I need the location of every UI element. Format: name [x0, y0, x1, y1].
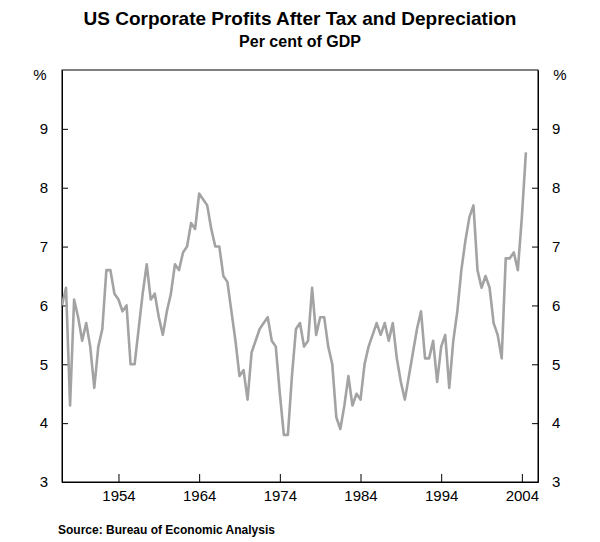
- axis-line: [63, 482, 539, 483]
- y-unit-right: %: [553, 66, 566, 83]
- tick: 5: [40, 356, 68, 373]
- tick-label: 8: [552, 179, 560, 196]
- tick: 9: [40, 120, 68, 137]
- tick: 1954: [102, 474, 135, 504]
- tick-label: 1984: [344, 487, 377, 504]
- tick-label: 9: [40, 120, 48, 137]
- tick: 7: [40, 238, 68, 255]
- tick-mark: [199, 474, 200, 482]
- tick-mark: [62, 364, 68, 365]
- x-axis: 1954 1964 1974 1984 1994 2004: [63, 474, 540, 504]
- tick: 1984: [344, 474, 377, 504]
- y-axis-right: 3 4 5 6 7 8 9: [532, 71, 560, 491]
- series-group: [62, 152, 526, 435]
- tick-mark: [280, 474, 281, 482]
- tick-label: 5: [40, 356, 48, 373]
- tick-label: 3: [40, 473, 48, 490]
- subtitle: Per cent of GDP: [239, 33, 361, 50]
- tick-label: 5: [552, 356, 560, 373]
- tick-mark: [532, 188, 538, 189]
- tick-label: 9: [552, 120, 560, 137]
- tick-label: 7: [552, 238, 560, 255]
- tick: 5: [532, 356, 560, 373]
- tick-label: 1954: [102, 487, 135, 504]
- tick-mark: [532, 129, 538, 130]
- y-axis-left: 3 4 5 6 7 8 9: [40, 71, 68, 491]
- tick-mark: [532, 364, 538, 365]
- tick-label: 2004: [506, 487, 539, 504]
- tick-mark: [62, 247, 68, 248]
- tick-label: 4: [552, 414, 560, 431]
- tick-mark: [532, 423, 538, 424]
- title: US Corporate Profits After Tax and Depre…: [84, 8, 517, 29]
- plot-frame: [62, 70, 538, 482]
- axis-line: [538, 71, 539, 483]
- source: Source: Bureau of Economic Analysis: [58, 523, 275, 537]
- tick: 8: [40, 179, 68, 196]
- axis-line: [62, 71, 63, 483]
- tick: 4: [532, 414, 560, 431]
- tick: 3: [40, 473, 68, 490]
- tick-mark: [532, 247, 538, 248]
- tick: 8: [532, 179, 560, 196]
- tick-mark: [522, 474, 523, 482]
- plot: 3 4 5 6 7 8 9 3 4 5 6 7 8 9 1954 1964 1974 1984 1994 2004%%: [33, 66, 566, 504]
- chart: US Corporate Profits After Tax and Depre…: [0, 0, 600, 542]
- tick: 4: [40, 414, 68, 431]
- tick-label: 8: [40, 179, 48, 196]
- tick-label: 1974: [264, 487, 297, 504]
- tick: 2004: [506, 474, 539, 504]
- tick-mark: [361, 474, 362, 482]
- tick-mark: [532, 305, 538, 306]
- tick-label: 3: [552, 473, 560, 490]
- tick-mark: [62, 188, 68, 189]
- tick-label: 1964: [183, 487, 216, 504]
- tick: 1994: [425, 474, 458, 504]
- tick-label: 6: [552, 297, 560, 314]
- tick: 6: [532, 297, 560, 314]
- tick: 1964: [183, 474, 216, 504]
- tick-mark: [118, 474, 119, 482]
- tick-label: 6: [40, 297, 48, 314]
- tick: 1974: [264, 474, 297, 504]
- tick-mark: [62, 423, 68, 424]
- data-line: [62, 152, 526, 435]
- y-unit-left: %: [33, 66, 46, 83]
- tick-mark: [441, 474, 442, 482]
- tick-mark: [62, 129, 68, 130]
- tick: 7: [532, 238, 560, 255]
- tick-label: 1994: [425, 487, 458, 504]
- tick: 9: [532, 120, 560, 137]
- tick-label: 4: [40, 414, 48, 431]
- tick-label: 7: [40, 238, 48, 255]
